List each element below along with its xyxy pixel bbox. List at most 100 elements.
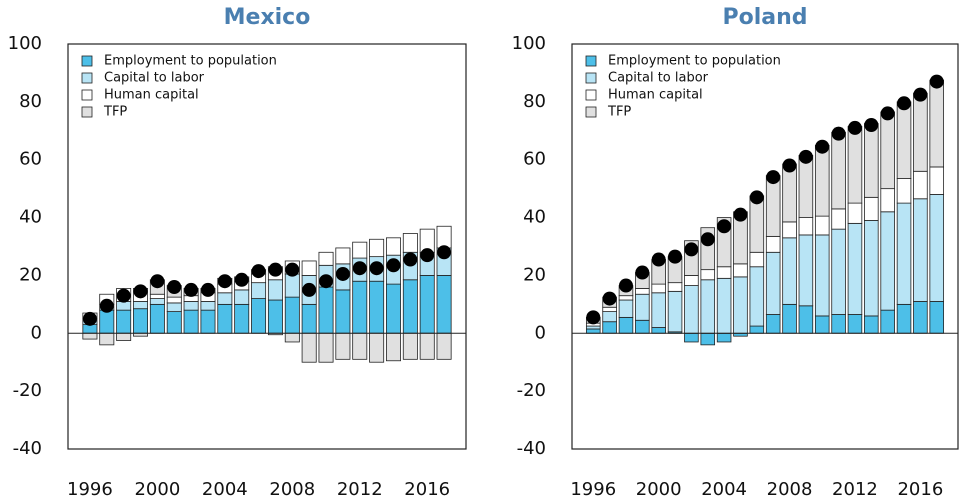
bar-segment xyxy=(301,303,317,334)
bar-segment xyxy=(749,266,765,327)
total-dot xyxy=(847,120,862,135)
legend-label: TFP xyxy=(103,105,127,120)
bar-segment xyxy=(335,332,351,360)
bar-segment xyxy=(318,251,334,266)
bar-segment xyxy=(798,217,814,236)
total-dot xyxy=(116,288,131,303)
bar-segment xyxy=(116,301,132,311)
bar-segment xyxy=(896,178,912,204)
bar-segment xyxy=(82,332,98,340)
bar-segment xyxy=(864,123,879,198)
bar-segment xyxy=(284,332,300,343)
total-dot xyxy=(99,298,114,313)
bar-segment xyxy=(352,241,368,259)
legend-label: Employment to population xyxy=(608,54,781,69)
bar-segment xyxy=(929,194,945,302)
bar-segment xyxy=(369,238,385,258)
x-tick-label: 1996 xyxy=(67,479,113,500)
bar-segment xyxy=(436,332,452,360)
bar-segment xyxy=(635,288,650,295)
x-tick-label: 2004 xyxy=(202,479,248,500)
total-dot xyxy=(684,242,699,257)
bar-segment xyxy=(749,195,765,253)
total-dot xyxy=(420,248,435,263)
bar-segment xyxy=(133,301,149,310)
bar-segment xyxy=(385,237,401,256)
bar-segment xyxy=(716,266,732,279)
bar-segment xyxy=(733,276,748,334)
total-dot xyxy=(268,262,283,277)
bar-segment xyxy=(82,324,98,334)
bar-segment xyxy=(267,279,283,301)
bar-segment xyxy=(352,280,368,334)
bar-segment xyxy=(284,273,300,298)
bar-segment xyxy=(651,283,666,294)
x-tick-label: 2008 xyxy=(767,479,813,500)
bar-segment xyxy=(402,279,418,334)
bar-segment xyxy=(864,315,879,334)
total-dot xyxy=(82,311,97,326)
bar-segment xyxy=(782,237,797,305)
bar-segment xyxy=(700,332,716,346)
bar-segment xyxy=(618,299,634,318)
bar-segment xyxy=(635,293,650,321)
legend-label: Employment to population xyxy=(104,54,277,69)
total-dot xyxy=(651,252,666,267)
bar-segment xyxy=(880,111,895,190)
y-tick-label: 40 xyxy=(523,207,546,228)
x-tick-label: 1996 xyxy=(570,479,616,500)
bar-segment xyxy=(765,251,781,315)
bar-segment xyxy=(782,221,797,239)
bar-segment xyxy=(749,251,765,268)
total-dot xyxy=(913,87,928,102)
bar-segment xyxy=(217,303,233,334)
y-tick-label: 0 xyxy=(535,322,546,343)
total-dot xyxy=(897,96,912,111)
total-dot xyxy=(733,207,748,222)
legend-swatch xyxy=(585,106,597,118)
bar-segment xyxy=(166,296,182,304)
total-dot xyxy=(167,280,182,294)
y-tick-label: 60 xyxy=(19,149,42,170)
bar-segment xyxy=(352,332,368,360)
bar-segment xyxy=(183,309,199,334)
bar-segment xyxy=(716,332,732,343)
legend-swatch xyxy=(81,55,93,67)
total-dot xyxy=(749,190,764,205)
bar-segment xyxy=(700,269,716,281)
legend-swatch xyxy=(585,89,597,101)
bar-segment xyxy=(684,285,699,334)
total-dot xyxy=(217,274,232,289)
bar-segment xyxy=(880,211,895,311)
bar-segment xyxy=(765,314,781,334)
bar-segment xyxy=(798,234,814,307)
bar-segment xyxy=(782,163,797,223)
legend-swatch xyxy=(81,106,93,118)
total-dot xyxy=(831,126,846,141)
total-dot xyxy=(586,310,601,325)
x-tick-label: 2000 xyxy=(134,479,180,500)
bar-segment xyxy=(99,309,115,334)
bar-segment xyxy=(301,332,317,363)
total-dot xyxy=(815,139,830,154)
bar-segment xyxy=(814,315,830,334)
bar-segment xyxy=(782,303,797,334)
x-tick-label: 2016 xyxy=(897,479,943,500)
x-tick-label: 2000 xyxy=(636,479,682,500)
bar-segment xyxy=(116,309,132,334)
plot-frame xyxy=(571,43,959,450)
bar-segment xyxy=(814,215,830,236)
x-tick-label: 2008 xyxy=(269,479,315,500)
bar-segment xyxy=(602,321,617,334)
bar-segment xyxy=(847,314,863,334)
bar-segment xyxy=(166,311,182,334)
chart-title: Poland xyxy=(722,5,807,30)
legend-label: Human capital xyxy=(104,88,199,103)
y-tick-label: 80 xyxy=(523,91,546,112)
total-dot xyxy=(369,261,384,276)
legend-label: Human capital xyxy=(608,88,703,103)
total-dot xyxy=(717,219,732,234)
bar-segment xyxy=(929,301,945,334)
plot-frame xyxy=(67,43,467,450)
